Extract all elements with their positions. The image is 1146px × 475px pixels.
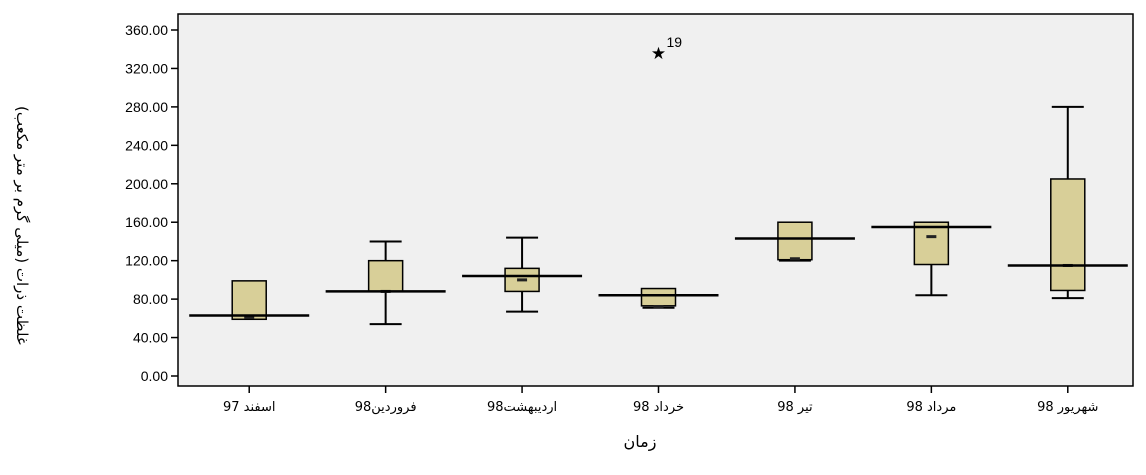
plot-area xyxy=(177,13,1134,387)
box-group xyxy=(734,221,855,262)
y-axis: 0.00 40.00 80.00 120.00 160.00 200.00 240.00 28… xyxy=(125,22,178,384)
box-iqr xyxy=(231,280,267,321)
box-iqr xyxy=(913,221,950,266)
box-group xyxy=(871,221,992,297)
x-category-label: مرداد 98 xyxy=(906,400,956,415)
y-tick-label: 360.00 xyxy=(125,22,168,38)
y-tick-label: 200.00 xyxy=(125,176,168,192)
box-group xyxy=(462,236,583,313)
x-category-label: خرداد 98 xyxy=(633,400,684,415)
y-tick-label: 240.00 xyxy=(125,137,168,153)
y-tick-label: 280.00 xyxy=(125,99,168,115)
y-axis-label: غلظت ذرات (میلی گرم بر متر مکعب) xyxy=(13,105,31,345)
y-tick-label: 40.00 xyxy=(133,330,168,346)
box-group xyxy=(189,280,310,321)
x-category-label: اردیبهشت98 xyxy=(487,400,557,415)
x-category-label: فروردین98 xyxy=(355,400,417,415)
x-axis: اسفند 97 فروردین98 اردیبهشت98 خرداد 98 تیر 9… xyxy=(223,386,1098,415)
outlier-label: 19 xyxy=(667,34,683,50)
x-category-label: تیر 98 xyxy=(777,400,813,415)
box-group xyxy=(325,240,446,326)
outlier-star: ★ xyxy=(651,44,666,64)
chart-marks: ★19 xyxy=(189,34,1128,326)
box-group xyxy=(598,287,719,309)
y-tick-label: 320.00 xyxy=(125,60,168,76)
box-iqr xyxy=(1050,178,1086,292)
box-iqr xyxy=(367,259,404,293)
box-group xyxy=(1007,105,1128,300)
y-tick-label: 0.00 xyxy=(141,368,168,384)
y-tick-label: 160.00 xyxy=(125,214,168,230)
y-tick-label: 80.00 xyxy=(133,291,168,307)
box-iqr xyxy=(640,287,677,307)
x-axis-label: زمان xyxy=(623,432,657,451)
x-category-label: اسفند 97 xyxy=(223,400,276,415)
y-tick-label: 120.00 xyxy=(125,253,168,269)
box-iqr xyxy=(777,221,813,261)
x-category-label: شهریور 98 xyxy=(1037,400,1098,415)
